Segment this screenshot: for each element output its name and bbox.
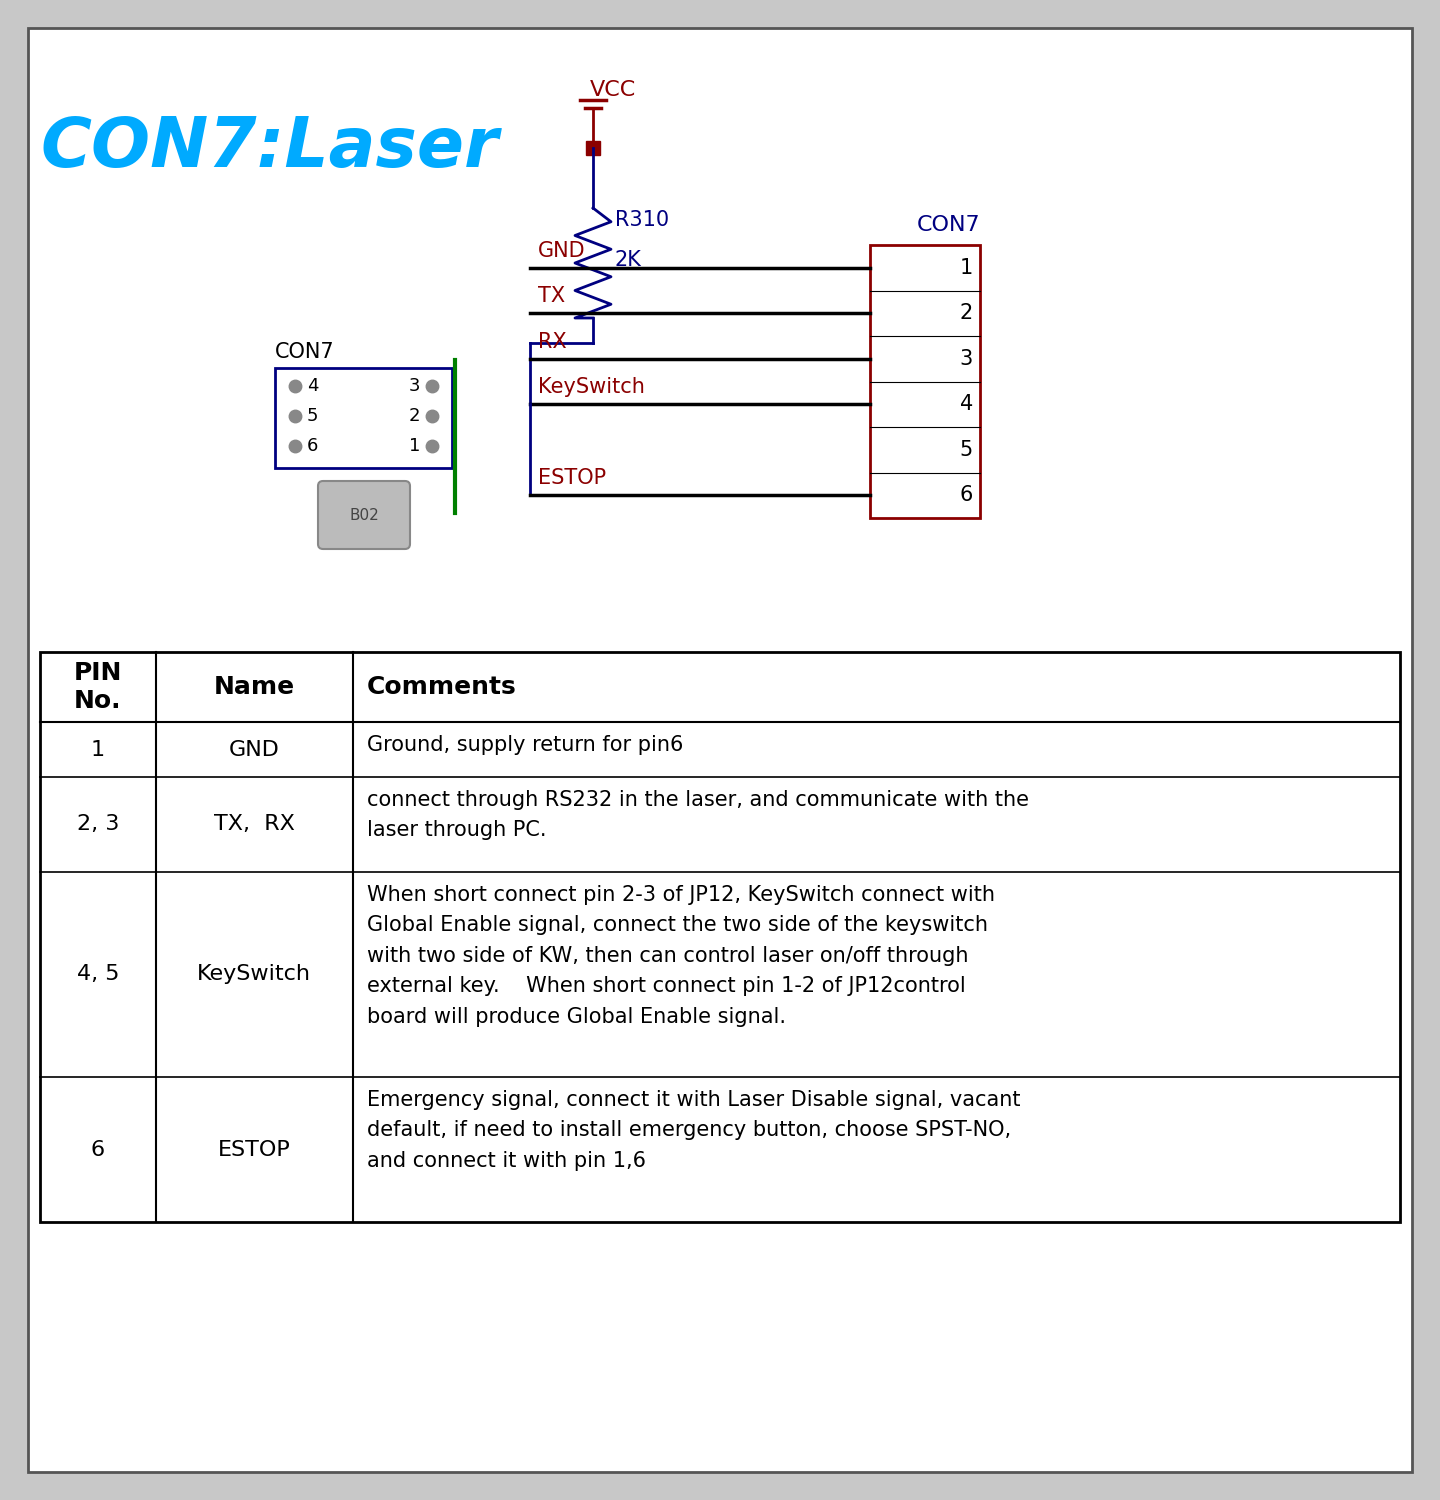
Text: KeySwitch: KeySwitch [197, 964, 311, 984]
Text: ESTOP: ESTOP [217, 1140, 291, 1160]
Text: 2K: 2K [615, 251, 642, 270]
Text: 6: 6 [307, 436, 318, 454]
Text: RX: RX [539, 332, 566, 352]
Text: 2: 2 [959, 303, 973, 324]
Text: KeySwitch: KeySwitch [539, 378, 645, 398]
Bar [40, 652, 1400, 1222]
Text: When short connect pin 2-3 of JP12, KeySwitch connect with
Global Enable signal,: When short connect pin 2-3 of JP12, KeyS… [367, 885, 995, 1026]
Text: Name: Name [213, 675, 295, 699]
Text: TX,  RX: TX, RX [213, 815, 295, 834]
Text: TX: TX [539, 286, 564, 306]
Text: R310: R310 [615, 210, 670, 230]
Text: 3: 3 [959, 350, 973, 369]
Text: 1: 1 [91, 740, 105, 759]
Text: GND: GND [539, 240, 586, 261]
Text: Ground, supply return for pin6: Ground, supply return for pin6 [367, 735, 683, 754]
Text: 5: 5 [307, 406, 318, 424]
Text: 4: 4 [959, 394, 973, 414]
Text: B02: B02 [348, 507, 379, 522]
Text: connect through RS232 in the laser, and communicate with the
laser through PC.: connect through RS232 in the laser, and … [367, 790, 1028, 840]
Text: PIN
No.: PIN No. [73, 662, 122, 712]
Text: 5: 5 [959, 440, 973, 459]
Text: Comments: Comments [367, 675, 517, 699]
Text: Emergency signal, connect it with Laser Disable signal, vacant
default, if need : Emergency signal, connect it with Laser … [367, 1090, 1021, 1172]
Text: ESTOP: ESTOP [539, 468, 606, 489]
Text: 4: 4 [307, 376, 318, 394]
Text: CON7: CON7 [275, 342, 334, 362]
Text: CON7: CON7 [916, 214, 981, 236]
Text: 2, 3: 2, 3 [76, 815, 120, 834]
Text: 6: 6 [91, 1140, 105, 1160]
Text: 1: 1 [959, 258, 973, 278]
Bar [870, 244, 981, 518]
Text: VCC: VCC [590, 80, 636, 100]
Text: GND: GND [229, 740, 279, 759]
FancyBboxPatch shape [318, 482, 410, 549]
Text: 6: 6 [959, 486, 973, 506]
Text: 2: 2 [409, 406, 420, 424]
Text: CON7:Laser: CON7:Laser [40, 114, 500, 182]
Bar [275, 368, 452, 468]
Text: 1: 1 [409, 436, 420, 454]
Text: 4, 5: 4, 5 [76, 964, 120, 984]
Text: 3: 3 [409, 376, 420, 394]
